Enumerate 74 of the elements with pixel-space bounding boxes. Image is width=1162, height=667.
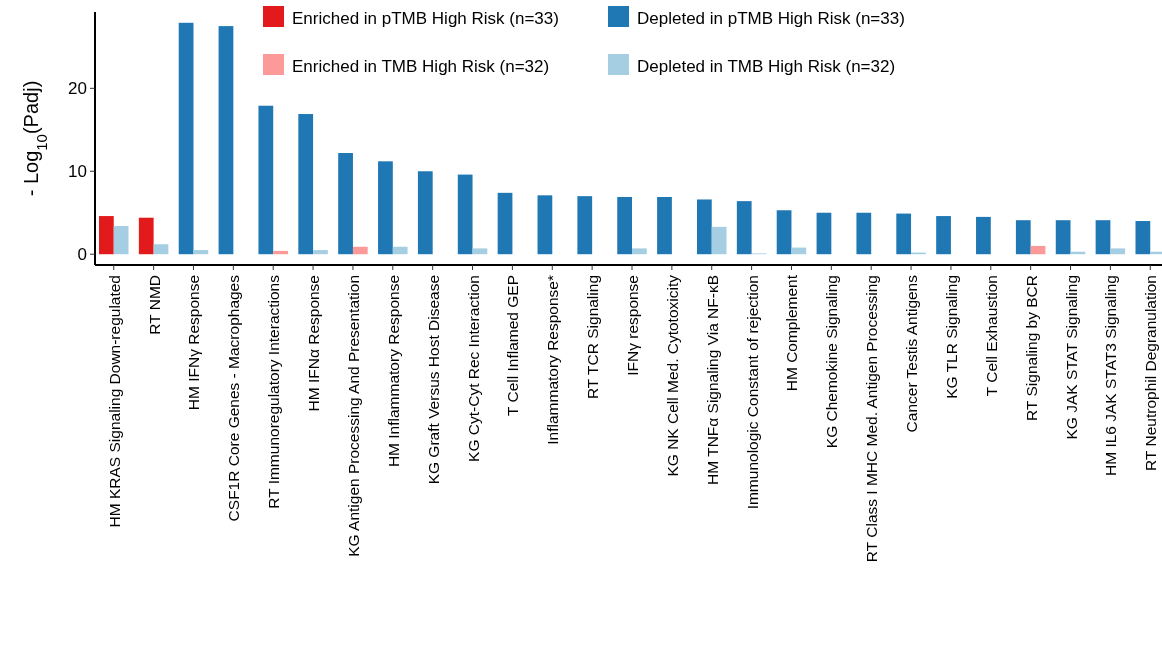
bar — [378, 161, 393, 255]
x-tick-label: HM KRAS Signaling Down-regulated — [105, 275, 123, 528]
bar — [1095, 220, 1111, 255]
x-tick-label: Immunologic Constant of rejection — [743, 275, 761, 510]
bar — [497, 192, 513, 255]
bar — [178, 22, 194, 255]
x-tick-label: RT NMD — [145, 275, 163, 335]
x-tick-label: KG Antigen Processing And Presentation — [344, 275, 362, 557]
bar — [313, 250, 328, 255]
bar — [218, 26, 234, 255]
bar — [113, 226, 129, 255]
x-tick-label: RT Signaling by BCR — [1022, 275, 1040, 421]
bar — [696, 199, 712, 255]
legend-label: Enriched in TMB High Risk (n=32) — [292, 56, 550, 76]
x-tick-label: KG Cyt-Cyt Rec Interaction — [464, 275, 482, 462]
x-tick-label: KG Chemokine Signaling — [823, 275, 841, 449]
x-tick-label: IFNγ response — [624, 275, 641, 376]
bar — [856, 212, 872, 255]
bar — [537, 195, 553, 255]
bar — [577, 196, 593, 255]
x-tick-label: RT Immunoregulatory Interactions — [265, 274, 283, 509]
bar — [352, 246, 368, 255]
x-tick-label: HM IFNα Response — [305, 275, 323, 412]
bar — [1030, 245, 1046, 255]
x-tick-label: KG TLR Signaling — [942, 275, 960, 399]
bar — [816, 212, 832, 255]
bar — [976, 216, 991, 255]
x-tick-label: RT Class I MHC Med. Antigen Processing — [863, 275, 881, 563]
x-tick-label: Inflammatory Response* — [544, 275, 562, 445]
x-tick-label: T Cell Exhaustion — [982, 275, 1000, 397]
bar — [657, 196, 672, 255]
x-tick-label: RT Neutrophil Degranulation — [1142, 275, 1160, 471]
x-tick-label: T Cell Inflamed GEP — [504, 275, 522, 416]
bar — [472, 248, 488, 255]
bar — [138, 217, 154, 255]
bar — [298, 114, 314, 255]
bar — [791, 247, 807, 255]
x-tick-label: HM IFNγ Response — [185, 275, 203, 411]
bar — [153, 244, 169, 255]
bar — [776, 210, 792, 255]
x-tick-label: RT TCR Signaling — [584, 275, 602, 400]
x-tick-label: CSF1R Core Genes - Macrophages — [225, 274, 243, 522]
bar — [417, 171, 433, 255]
y-tick-label: 10 — [68, 162, 87, 182]
x-tick-label: KG NK Cell Med. Cytotoxicity — [663, 274, 681, 477]
y-tick-label: 0 — [77, 245, 87, 265]
bar — [936, 216, 951, 255]
bar — [1015, 220, 1031, 255]
x-tick-label: Cancer Testis Antigens — [903, 274, 921, 433]
x-tick-label: HM Complement — [783, 274, 801, 392]
legend-label: Enriched in pTMB High Risk (n=33) — [292, 8, 559, 28]
bar — [1135, 221, 1151, 255]
x-tick-label: HM TNFα Signaling Via NF-κB — [703, 275, 721, 485]
y-tick-label: 20 — [68, 79, 87, 99]
bar — [258, 105, 274, 255]
bar — [273, 250, 288, 255]
bar — [896, 213, 912, 255]
bar — [457, 174, 473, 255]
bar — [1110, 248, 1126, 255]
bar — [617, 196, 632, 255]
x-tick-label: HM IL6 JAK STAT3 Signaling — [1102, 275, 1120, 477]
bar — [632, 248, 647, 255]
x-tick-label: KG JAK STAT Signaling — [1062, 275, 1080, 440]
bar — [711, 226, 727, 255]
bar — [99, 216, 114, 255]
bar — [736, 201, 752, 255]
bar — [392, 246, 408, 255]
x-tick-label: KG Graft Versus Host Disease — [424, 275, 442, 485]
bar — [1055, 220, 1071, 255]
legend-label: Depleted in pTMB High Risk (n=33) — [637, 8, 905, 28]
bar — [193, 250, 209, 255]
bar — [338, 153, 353, 255]
legend-label: Depleted in TMB High Risk (n=32) — [637, 56, 896, 76]
x-tick-label: HM Inflammatory Response — [384, 275, 402, 468]
